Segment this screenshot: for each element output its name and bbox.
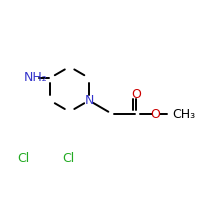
FancyBboxPatch shape (152, 111, 159, 117)
FancyBboxPatch shape (85, 97, 93, 104)
Text: O: O (131, 88, 141, 101)
FancyBboxPatch shape (133, 92, 140, 98)
Text: Cl: Cl (17, 152, 30, 165)
Text: Cl: Cl (62, 152, 75, 165)
Text: N: N (84, 94, 94, 107)
Text: NH₂: NH₂ (23, 71, 47, 84)
Text: O: O (151, 108, 161, 121)
Text: CH₃: CH₃ (172, 108, 195, 121)
